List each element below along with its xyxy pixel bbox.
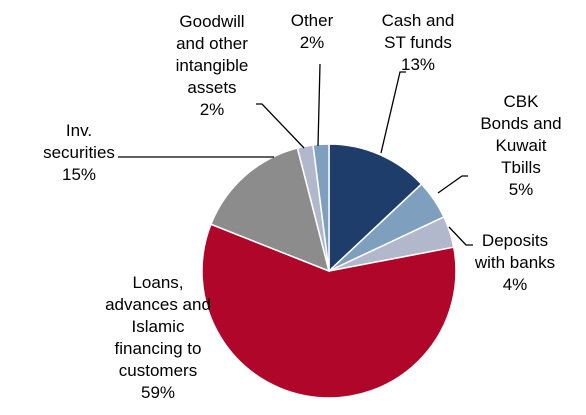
slice-label-line: Loans, (132, 273, 183, 292)
slice-label-line: 2% (200, 100, 225, 119)
slice-label-4: Inv. securities 15% (43, 121, 115, 184)
leader-line-5 (256, 103, 305, 149)
slice-label-line: 2% (300, 33, 325, 52)
slice-label-line: Bonds and (480, 114, 561, 133)
slice-label-line: ST funds (384, 33, 452, 52)
slice-label-line: customers (119, 361, 197, 380)
slice-label-line: Deposits (482, 231, 548, 250)
leader-line-6 (317, 63, 321, 147)
leader-line-0 (380, 71, 406, 154)
slice-label-5: Goodwill and other intangible assets 2% (176, 12, 249, 119)
slice-label-line: intangible (176, 56, 249, 75)
pie-slice-4 (209, 147, 331, 273)
pie-slice-0 (328, 143, 423, 273)
slice-label-line: 15% (62, 165, 96, 184)
slice-label-1: CBK Bonds and Kuwait Tbills 5% (480, 92, 561, 199)
slice-label-line: and other (176, 34, 248, 53)
slice-label-line: Cash and (382, 11, 455, 30)
slice-label-line: Islamic (132, 317, 185, 336)
slice-label-line: Goodwill (179, 12, 244, 31)
slice-label-3: Loans, advances and Islamic financing to cus… (105, 273, 211, 402)
slice-labels: Cash and ST funds 13% CBK Bonds and Kuwait Tbi… (43, 11, 562, 402)
leader-lines (118, 63, 473, 246)
pie-slices (201, 143, 457, 399)
slice-label-line: 13% (401, 55, 435, 74)
slice-label-line: Kuwait (495, 136, 546, 155)
slice-label-line: 59% (141, 383, 175, 402)
slice-label-line: with banks (474, 253, 555, 272)
leader-line-1 (437, 175, 468, 194)
leader-line-2 (448, 226, 473, 246)
slice-label-line: 5% (509, 180, 534, 199)
slice-label-0: Cash and ST funds 13% (382, 11, 455, 74)
slice-label-line: Inv. (66, 121, 92, 140)
slice-label-line: Other (291, 11, 334, 30)
pie-slice-3 (201, 223, 457, 399)
slice-label-line: financing to (115, 339, 202, 358)
slice-label-line: assets (187, 78, 236, 97)
slice-label-line: advances and (105, 295, 211, 314)
slice-label-2: Deposits with banks 4% (474, 231, 555, 294)
pie-slice-6 (312, 143, 330, 272)
slice-label-line: CBK (504, 92, 540, 111)
slice-label-line: 4% (503, 275, 528, 294)
slice-label-6: Other 2% (291, 11, 334, 52)
slice-label-line: securities (43, 143, 115, 162)
slice-label-line: Tbills (501, 158, 541, 177)
